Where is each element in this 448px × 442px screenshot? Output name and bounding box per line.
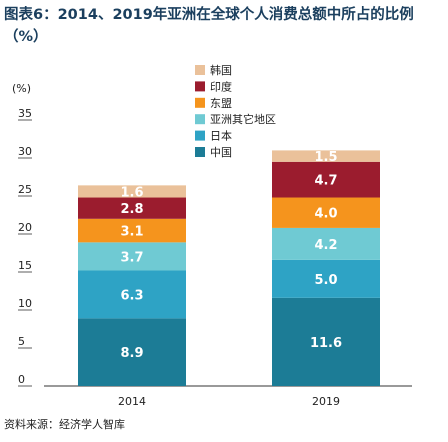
y-tick-label: 0 (18, 373, 25, 386)
y-axis-unit: (%) (12, 82, 31, 95)
data-label: 4.2 (314, 238, 337, 253)
legend-swatch (195, 130, 205, 141)
legend-swatch (195, 97, 205, 108)
bar-segment (272, 150, 380, 162)
y-tick-label: 25 (18, 183, 32, 196)
x-tick-label: 2014 (118, 395, 146, 408)
bar-segment (272, 227, 380, 260)
bar-segment (78, 270, 186, 319)
y-tick-label: 20 (18, 221, 32, 234)
bar-segment (78, 185, 186, 198)
legend-label: 韩国 (210, 63, 232, 77)
bar-segment (272, 197, 380, 228)
bar-segment (78, 242, 186, 271)
data-label: 3.7 (120, 250, 143, 265)
data-label: 4.7 (314, 174, 337, 189)
legend-label: 亚洲其它地区 (210, 112, 276, 126)
source-note: 资料来源：经济学人智库 (4, 418, 125, 431)
chart-title: 图表6：2014、2019年亚洲在全球个人消费总额中所占的比例（%） (4, 7, 414, 45)
data-label: 1.5 (314, 150, 337, 165)
legend-swatch (195, 147, 205, 157)
legend-label: 日本 (210, 129, 232, 143)
legend-label: 印度 (210, 79, 232, 93)
legend-swatch (195, 81, 205, 92)
data-label: 3.1 (120, 225, 143, 240)
x-tick-label: 2019 (312, 395, 340, 408)
data-label: 5.0 (314, 273, 337, 288)
bar-segment (272, 259, 380, 298)
data-label: 11.6 (310, 336, 342, 351)
data-label: 2.8 (120, 202, 143, 217)
bar-segment (78, 197, 186, 219)
data-label: 1.6 (120, 185, 143, 200)
data-label: 4.0 (314, 207, 337, 222)
bar-segment (78, 218, 186, 243)
legend-label: 中国 (210, 146, 232, 159)
y-tick-label: 30 (18, 145, 32, 158)
y-tick-label: 5 (18, 335, 25, 348)
y-tick-label: 35 (18, 107, 32, 120)
data-label: 6.3 (120, 288, 143, 303)
y-tick-label: 10 (18, 297, 32, 310)
y-tick-label: 15 (18, 259, 32, 272)
legend-label: 东盟 (210, 97, 232, 110)
legend-swatch (195, 114, 205, 125)
bar-segment (272, 161, 380, 198)
bars: 8.9 6.3 3.7 3.1 2.8 1.6 2014 11.6 5.0 4.2 4.0 4.7 1.… (78, 150, 380, 408)
legend-swatch (195, 65, 205, 75)
bar-segment (78, 318, 186, 386)
data-label: 8.9 (120, 346, 143, 361)
bar-segment (272, 297, 380, 386)
